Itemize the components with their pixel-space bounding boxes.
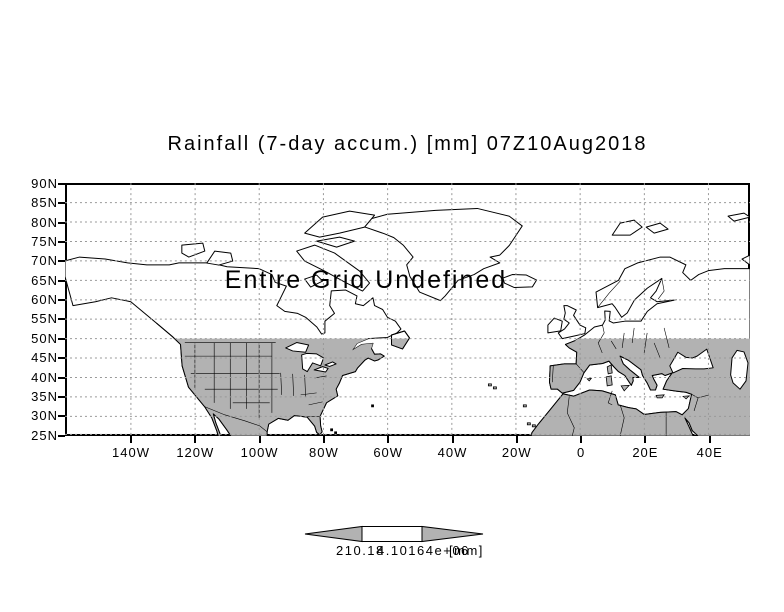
lon-label: 100W <box>240 445 279 460</box>
lat-tick <box>58 241 65 243</box>
lat-tick <box>58 299 65 302</box>
lon-tick <box>387 436 390 443</box>
lon-tick <box>194 436 197 443</box>
lat-label: 75N <box>31 234 58 249</box>
lat-tick <box>58 415 65 418</box>
lat-label: 55N <box>31 311 58 327</box>
corsica-sardinia <box>605 364 613 387</box>
political-borders <box>184 278 710 436</box>
lon-tick <box>322 436 325 443</box>
caspian-sea <box>730 349 749 390</box>
lon-tick <box>708 436 711 443</box>
lat-label: 60N <box>31 292 58 308</box>
lat-tick <box>58 395 65 398</box>
lat-label: 30N <box>31 408 58 424</box>
lat-label: 35N <box>31 388 58 404</box>
lat-tick <box>58 202 65 205</box>
lat-label: 70N <box>31 253 58 269</box>
lon-tick <box>644 436 647 443</box>
grid-undefined-message: Entire Grid Undefined <box>224 266 508 294</box>
graticule <box>65 183 750 436</box>
lat-tick <box>58 376 65 379</box>
bermuda <box>371 404 374 408</box>
lon-label: 60W <box>373 445 404 460</box>
inland-seas <box>285 342 749 390</box>
lon-label: 140W <box>112 445 150 460</box>
colorbar-right-arrow <box>421 525 484 543</box>
lat-tick <box>58 434 65 437</box>
lat-label: 85N <box>31 195 58 211</box>
balearics <box>586 377 593 382</box>
colorbar <box>304 525 484 543</box>
lon-label: 20E <box>632 445 659 460</box>
lon-label: 40W <box>437 445 468 460</box>
lat-label: 80N <box>31 214 58 230</box>
colorbar-middle-cell <box>361 526 423 542</box>
lake-erie <box>313 366 329 373</box>
islands <box>330 364 691 435</box>
shaded-data-region <box>65 338 750 436</box>
lat-tick <box>58 183 65 185</box>
plot-title: Rainfall (7-day accum.) [mm] 07Z10Aug201… <box>167 133 648 155</box>
lon-label: 80W <box>309 445 339 460</box>
colorbar-label-max: 4.10164e+06 <box>377 543 470 558</box>
lat-tick <box>58 279 65 282</box>
lat-label: 25N <box>31 427 58 443</box>
lat-tick <box>58 357 65 360</box>
lon-tick <box>580 436 583 443</box>
colorbar-unit-label: [mm] <box>449 543 484 558</box>
lat-tick <box>58 337 65 340</box>
canary-islands <box>526 422 531 426</box>
sicily <box>620 384 631 392</box>
lon-label: 0 <box>576 445 586 460</box>
lat-tick <box>58 318 65 321</box>
lat-label: 40N <box>31 369 58 385</box>
lat-tick <box>58 221 65 224</box>
crete <box>655 394 665 399</box>
lat-label: 45N <box>31 350 58 366</box>
lon-label: 120W <box>176 445 215 460</box>
bahamas <box>330 428 334 432</box>
lat-label: 50N <box>31 330 58 346</box>
lon-tick <box>451 436 454 443</box>
lon-label: 20W <box>501 445 532 460</box>
lat-tick <box>58 260 65 263</box>
lat-label: 65N <box>31 272 58 288</box>
colorbar-label-min: 210.18 <box>336 543 385 558</box>
lakes-michigan-huron <box>301 352 325 373</box>
lon-label: 40E <box>696 445 723 460</box>
lake-superior <box>285 342 310 353</box>
colorbar-left-arrow <box>304 525 363 543</box>
madeira <box>522 404 527 408</box>
lake-ontario <box>324 361 337 367</box>
azores <box>487 383 492 387</box>
coastline-overstroke <box>156 322 699 436</box>
lon-tick <box>515 436 518 443</box>
lat-label: 90N <box>31 176 58 191</box>
lon-tick <box>258 436 261 443</box>
coastlines <box>65 207 750 436</box>
lon-tick <box>130 436 132 443</box>
world-map <box>65 183 750 436</box>
